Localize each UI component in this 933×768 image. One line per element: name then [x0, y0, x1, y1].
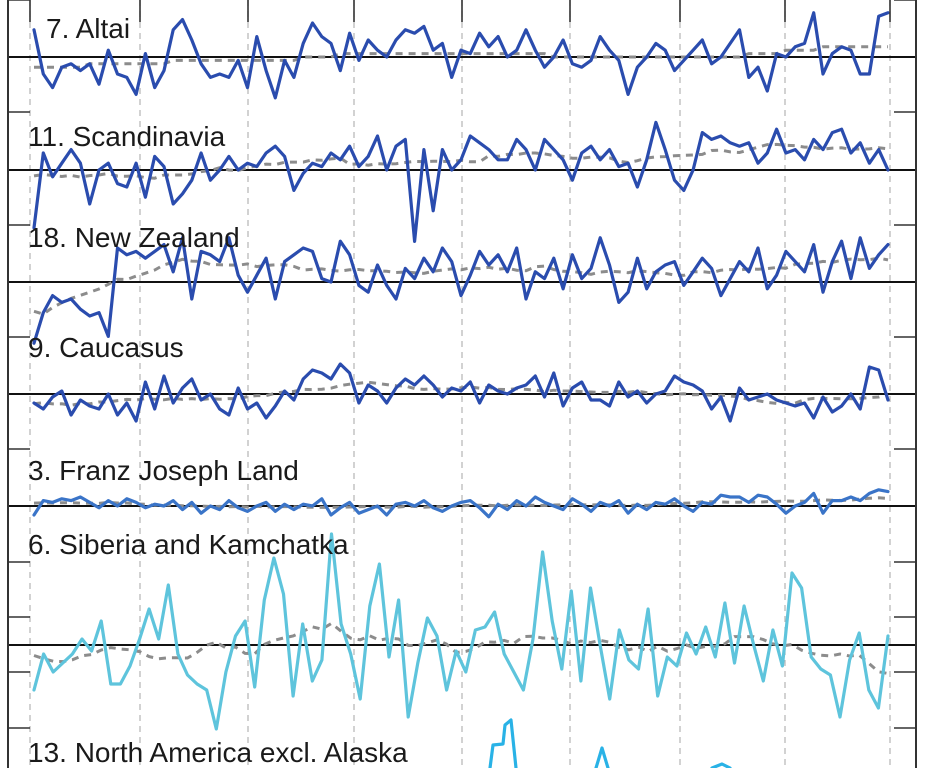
- panel-label-6: 13. North America excl. Alaska: [28, 737, 408, 768]
- panel-label-3: 9. Caucasus: [28, 332, 184, 363]
- plot-frame: [7, 0, 917, 768]
- series-line-0: [32, 11, 890, 100]
- series-fragment-6b: [594, 746, 610, 768]
- panel-4: 3. Franz Joseph Land: [8, 455, 916, 519]
- panel-5: 6. Siberia and Kamchatka: [8, 529, 916, 731]
- panel-label-0: 7. Altai: [46, 13, 130, 44]
- panel-label-1: 11. Scandinavia: [28, 121, 226, 152]
- panel-1: 11. Scandinavia: [8, 120, 916, 243]
- trend-line-2: [33, 256, 889, 316]
- series-line-3: [32, 362, 890, 423]
- series-line-1: [32, 120, 890, 243]
- panel-2: 18. New Zealand: [8, 222, 916, 345]
- series-line-4: [32, 488, 890, 519]
- series-fragment-6c: [710, 762, 732, 768]
- panel-label-4: 3. Franz Joseph Land: [28, 455, 299, 486]
- panels: 7. Altai 11. Scandinavia 18. New Zealand 9.…: [8, 11, 916, 768]
- panel-0: 7. Altai: [8, 11, 916, 100]
- series-line-5: [32, 532, 890, 731]
- panel-6: 13. North America excl. Alaska: [28, 737, 408, 768]
- trend-line-5: [33, 621, 889, 675]
- series-line-2: [32, 236, 890, 345]
- grid: [29, 0, 891, 768]
- panel-label-5: 6. Siberia and Kamchatka: [28, 529, 349, 560]
- panel-label-2: 18. New Zealand: [28, 222, 240, 253]
- series-fragment-6: [488, 718, 518, 768]
- panel-3: 9. Caucasus: [8, 332, 916, 423]
